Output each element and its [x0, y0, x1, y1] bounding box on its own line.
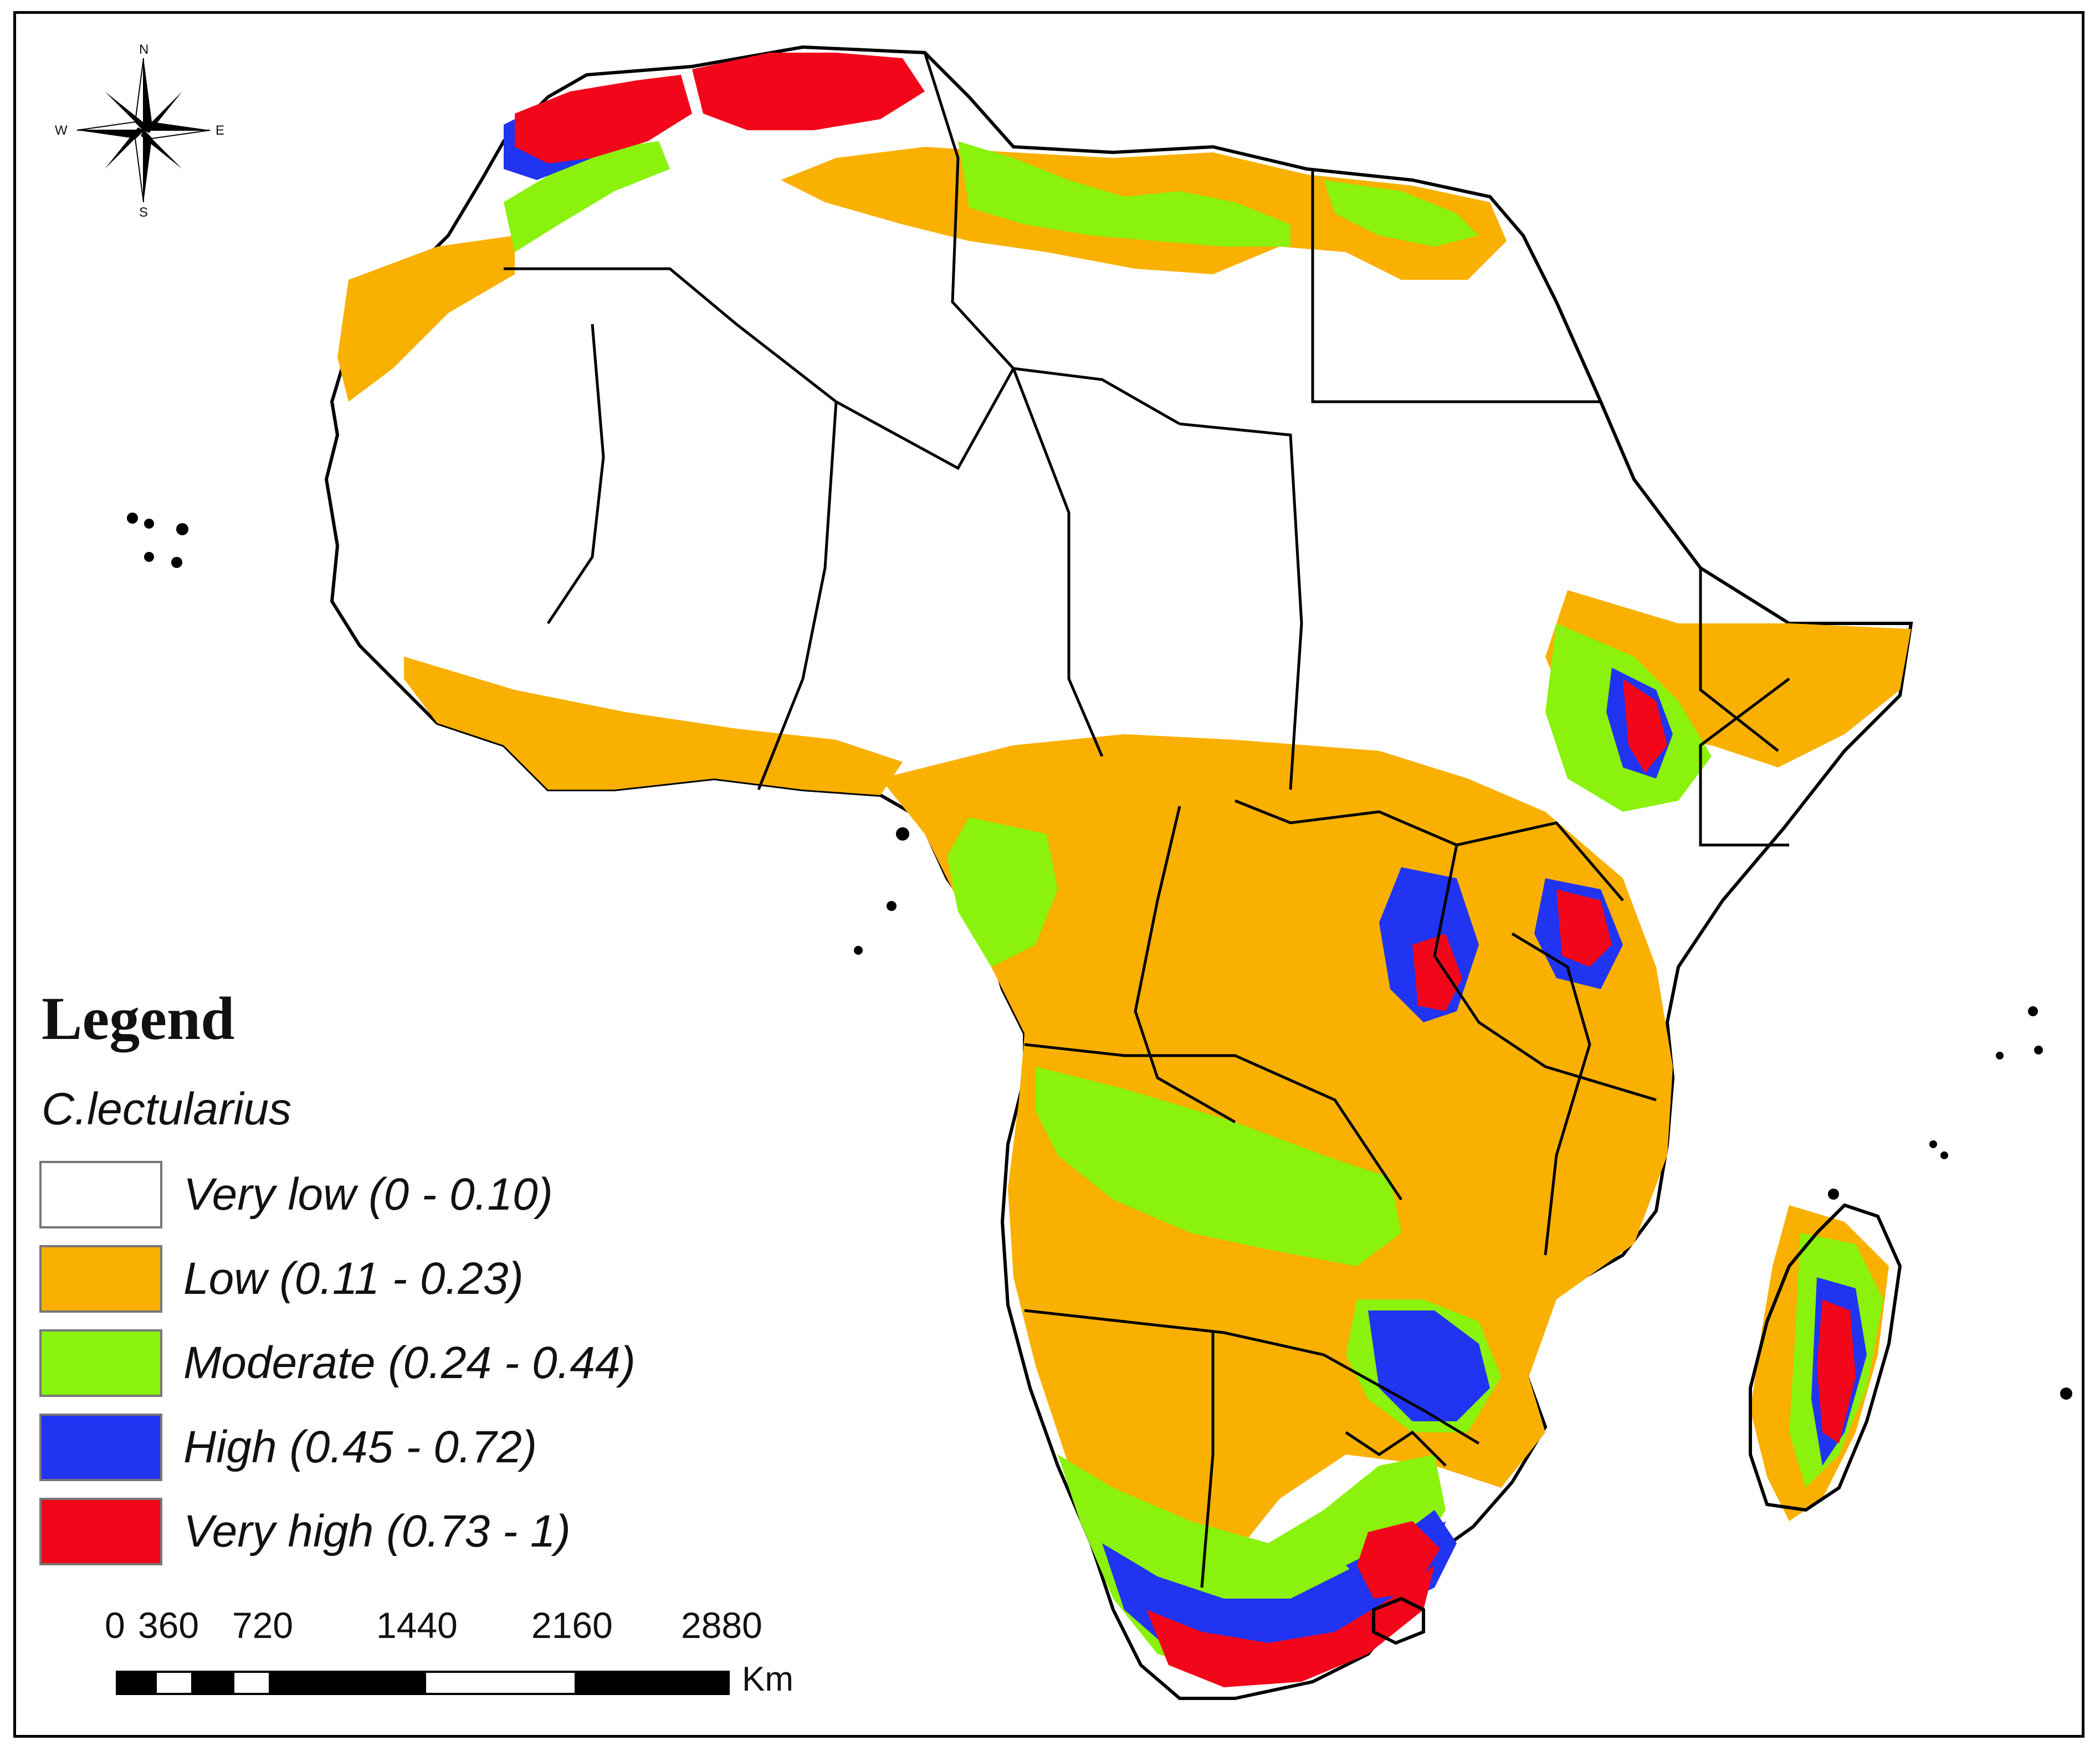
lesotho-outline — [1372, 1596, 1425, 1645]
scale-unit-label: Km — [742, 1660, 793, 1698]
legend-title: Legend — [42, 985, 235, 1052]
legend-row-moderate: Moderate (0.24 - 0.44) — [39, 1329, 749, 1401]
scale-bar: 0 360 720 1440 2160 2880 Km — [105, 1604, 825, 1715]
map-frame: N S E W Legend C.lectularius Very low (0… — [13, 11, 2084, 1738]
legend-row-low: Low (0.11 - 0.23) — [39, 1245, 749, 1317]
compass-rose: N S E W — [55, 42, 232, 220]
compass-star-icon — [76, 58, 211, 203]
legend-row-very-low: Very low (0 - 0.10) — [39, 1161, 749, 1233]
scale-segment-3 — [193, 1671, 232, 1695]
legend-swatch-low — [39, 1245, 162, 1313]
compass-east-label: E — [216, 123, 224, 138]
compass-west-label: W — [55, 123, 68, 138]
compass-north-label: N — [139, 42, 148, 57]
islands — [127, 513, 2072, 1400]
scale-segment-7 — [577, 1671, 730, 1695]
scale-segment-1 — [116, 1671, 155, 1695]
legend-species: C.lectularius — [42, 1084, 292, 1134]
legend-swatch-moderate — [39, 1329, 162, 1397]
legend-row-very-high: Very high (0.73 - 1) — [39, 1498, 749, 1570]
scale-tick-1440: 1440 — [376, 1605, 458, 1646]
legend-label-very-low: Very low (0 - 0.10) — [183, 1169, 553, 1220]
legend-label-low: Low (0.11 - 0.23) — [183, 1253, 524, 1304]
legend-swatch-high — [39, 1414, 162, 1481]
legend-label-moderate: Moderate (0.24 - 0.44) — [183, 1338, 636, 1388]
scale-tick-2160: 2160 — [531, 1605, 613, 1646]
scale-segment-4 — [232, 1671, 271, 1695]
scale-segment-6 — [424, 1671, 577, 1695]
legend-swatch-very-high — [39, 1498, 162, 1565]
madagascar-outline — [1749, 1203, 1902, 1512]
scale-segment-5 — [271, 1671, 424, 1695]
legend-swatch-very-low — [39, 1161, 162, 1228]
legend-label-high: High (0.45 - 0.72) — [183, 1422, 537, 1472]
country-borders — [504, 52, 1790, 1588]
very-high-suitability-regions — [515, 53, 1856, 1687]
scale-tick-2880: 2880 — [681, 1605, 762, 1646]
compass-south-label: S — [139, 205, 148, 219]
legend-label-very-high: Very high (0.73 - 1) — [183, 1506, 571, 1557]
scale-tick-0: 0 — [105, 1605, 125, 1646]
scale-tick-720: 720 — [232, 1605, 294, 1646]
scale-segment-2 — [155, 1671, 193, 1695]
legend-row-high: High (0.45 - 0.72) — [39, 1414, 749, 1486]
africa-suitability-map — [127, 45, 2072, 1700]
scale-tick-360: 360 — [138, 1605, 199, 1646]
